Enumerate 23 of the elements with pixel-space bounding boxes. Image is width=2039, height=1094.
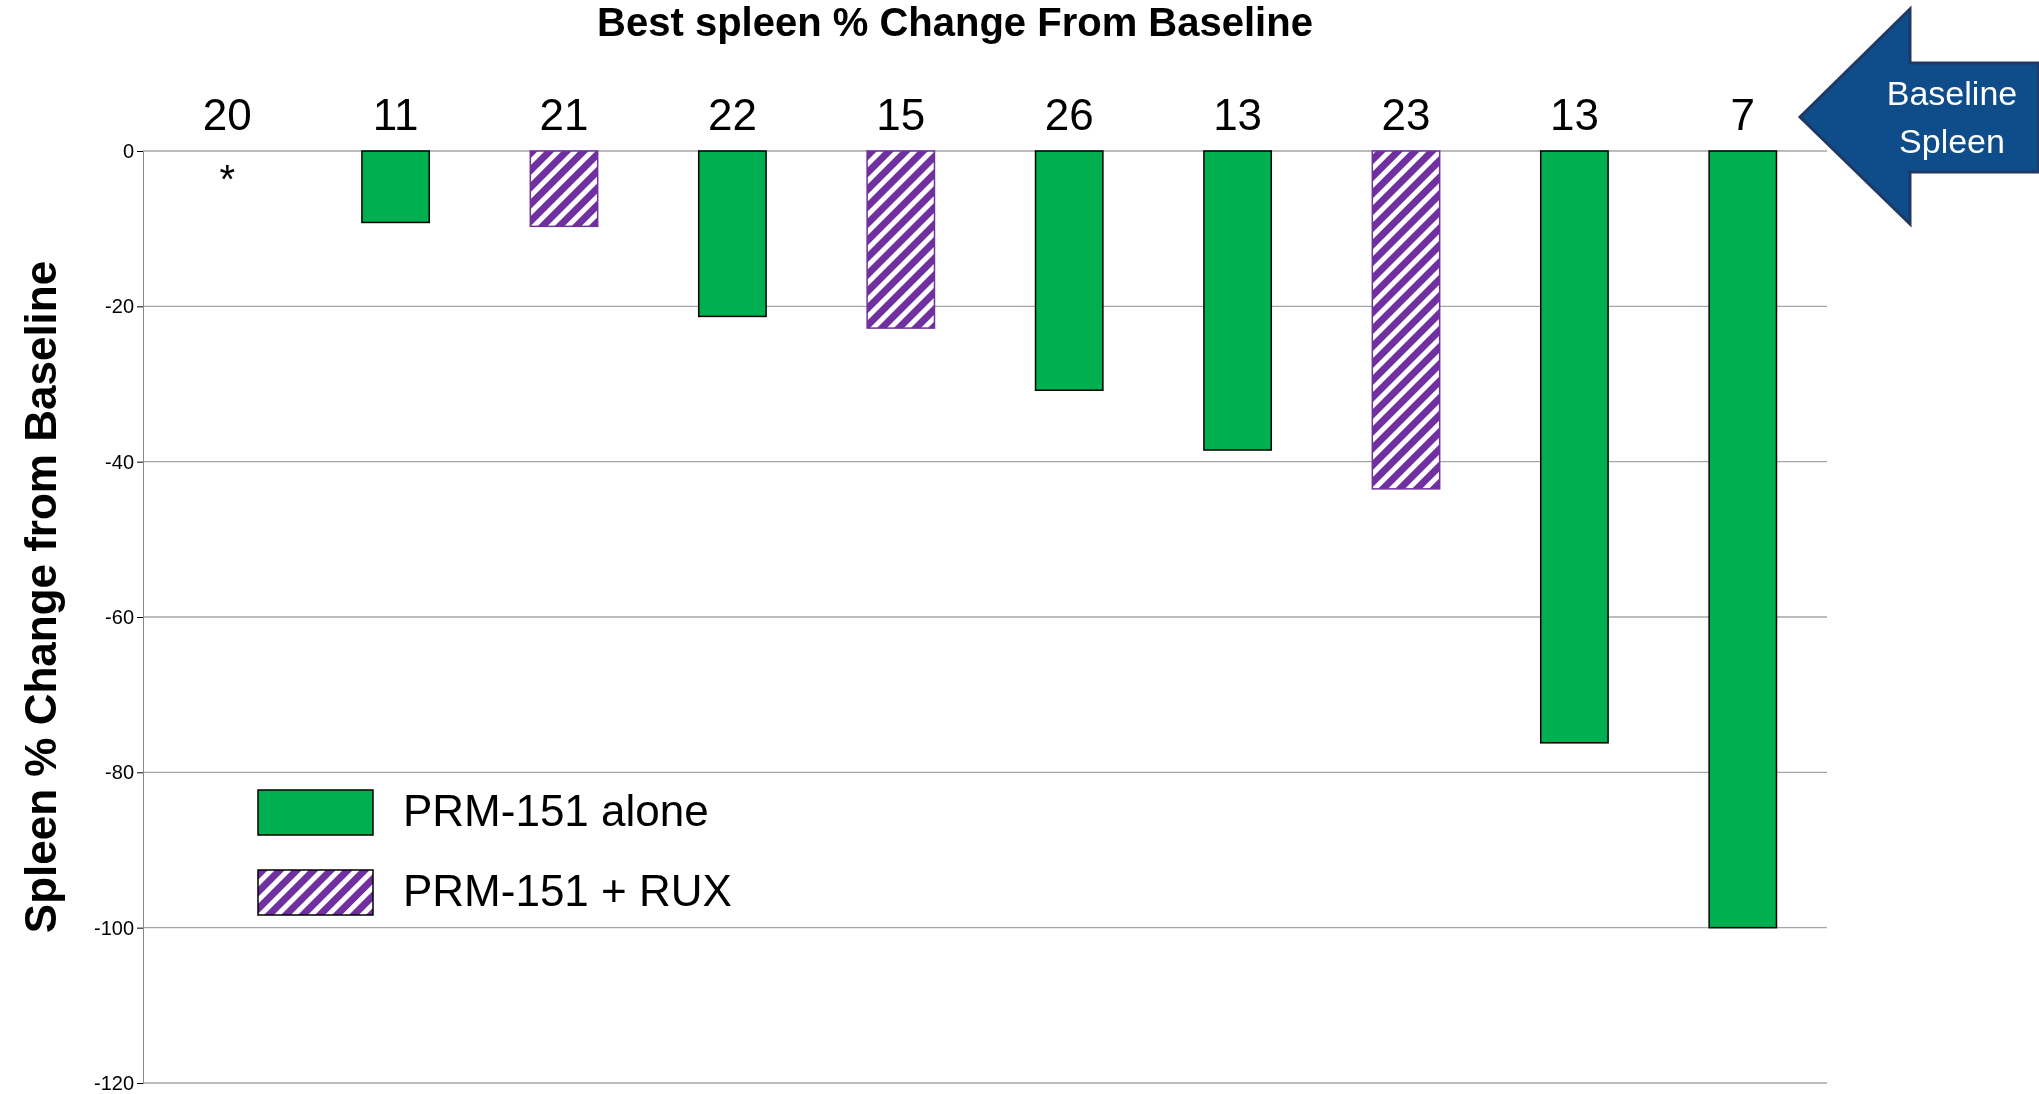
x-tick-label: 11 [372, 90, 419, 139]
legend-label: PRM-151 alone [403, 786, 709, 835]
text: Baseline Spleen [1886, 74, 2018, 160]
chart-title: Best spleen % Change From Baseline [597, 0, 1313, 44]
x-tick-label: 23 [1381, 90, 1431, 139]
y-tick-label: -60 [105, 605, 134, 628]
y-tick-label: -120 [93, 1071, 134, 1094]
y-tick-label: -80 [105, 761, 134, 784]
y-axis-title: Spleen % Change from Baseline [16, 260, 65, 934]
annotation: * [219, 157, 235, 201]
x-tick-label: 21 [539, 90, 589, 139]
y-tick-label: -40 [105, 450, 134, 473]
x-tick-label: 13 [1549, 90, 1599, 139]
y-tick-label: -20 [105, 295, 134, 318]
y-tick-label: 0 [122, 139, 134, 162]
x-tick-label: 20 [202, 90, 252, 139]
x-tick-label: 15 [876, 90, 926, 139]
x-tick-label: 26 [1044, 90, 1094, 139]
legend-label: PRM-151 + RUX [403, 866, 732, 915]
x-tick-label: 13 [1213, 90, 1263, 139]
x-tick-label: 22 [707, 90, 757, 139]
x-tick-label: 7 [1730, 90, 1756, 139]
y-tick-label: -100 [93, 916, 134, 939]
